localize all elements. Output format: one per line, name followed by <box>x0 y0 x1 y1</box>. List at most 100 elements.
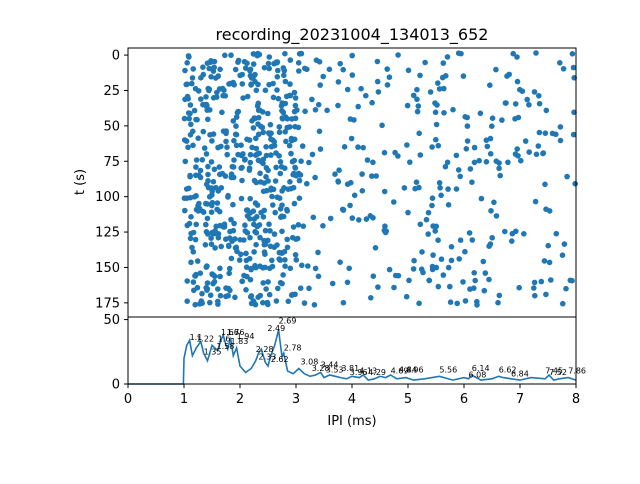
raster-point <box>486 276 492 283</box>
raster-point <box>192 273 199 279</box>
raster-point <box>203 200 209 207</box>
raster-point <box>280 109 287 116</box>
raster-point <box>375 284 381 290</box>
raster-point <box>504 73 510 79</box>
histogram-annotation: 2.62 <box>271 355 289 364</box>
raster-point <box>422 59 428 66</box>
raster-point <box>292 102 299 109</box>
histogram-annotation: 7.45 <box>545 367 563 376</box>
raster-point <box>248 81 254 87</box>
raster-point <box>220 92 226 99</box>
raster-point <box>482 270 489 276</box>
raster-point <box>455 50 462 56</box>
raster-point <box>417 221 424 228</box>
raster-point <box>312 265 319 272</box>
raster-point <box>230 118 237 124</box>
raster-point <box>197 270 204 277</box>
raster-point <box>214 89 220 96</box>
raster-point <box>187 235 194 242</box>
raster-point <box>217 265 223 272</box>
raster-point <box>441 85 447 92</box>
raster-point <box>278 103 285 109</box>
raster-point <box>208 209 215 215</box>
raster-point <box>306 159 312 166</box>
raster-point <box>208 235 214 241</box>
raster-point <box>286 142 293 149</box>
histogram-annotation: 3.81 <box>341 364 359 373</box>
raster-point <box>557 124 564 130</box>
raster-point <box>277 279 284 286</box>
raster-point <box>296 177 303 184</box>
raster-point <box>253 241 259 248</box>
raster-ytick-label: 125 <box>95 226 120 241</box>
raster-point <box>291 89 298 96</box>
raster-point <box>436 180 443 186</box>
histogram-annotation: 5.56 <box>439 365 457 374</box>
raster-point <box>219 170 226 177</box>
raster-point <box>386 266 393 273</box>
raster-point <box>188 259 194 266</box>
raster-point <box>202 242 209 248</box>
histogram-annotation: 6.08 <box>469 371 487 380</box>
raster-point <box>249 144 255 151</box>
raster-point <box>183 81 189 88</box>
raster-point <box>192 236 199 243</box>
raster-point <box>224 144 230 150</box>
raster-point <box>231 82 237 88</box>
raster-point <box>329 280 336 287</box>
raster-point <box>215 298 221 305</box>
raster-point <box>340 299 347 306</box>
raster-point <box>218 243 224 250</box>
raster-point <box>240 95 246 101</box>
raster-point <box>510 50 516 57</box>
raster-point <box>247 151 254 158</box>
raster-point <box>373 173 380 179</box>
raster-point <box>234 248 240 255</box>
raster-point <box>369 173 375 179</box>
raster-point <box>436 86 443 92</box>
raster-point <box>464 114 471 121</box>
raster-point <box>391 199 397 205</box>
raster-point <box>287 57 294 63</box>
histogram-annotation: 4.69 <box>391 367 409 376</box>
raster-point <box>242 65 249 71</box>
raster-point <box>443 73 449 79</box>
raster-point <box>242 222 248 228</box>
raster-point <box>190 249 197 255</box>
raster-point <box>251 249 257 255</box>
raster-point <box>257 234 263 241</box>
raster-point <box>209 229 215 236</box>
raster-point <box>266 291 273 298</box>
raster-point <box>557 60 563 66</box>
raster-point <box>460 279 466 285</box>
raster-point <box>349 215 356 221</box>
raster-point <box>502 228 508 235</box>
histogram-xtick-label: 1 <box>180 392 188 407</box>
raster-point <box>469 237 476 243</box>
raster-point <box>265 279 271 285</box>
histogram-annotation: 1.22 <box>196 335 214 344</box>
raster-point <box>279 228 285 235</box>
raster-point <box>217 66 223 73</box>
raster-point <box>246 137 253 143</box>
raster-point <box>395 153 401 159</box>
histogram-xtick-label: 0 <box>124 392 132 407</box>
raster-point <box>514 78 521 85</box>
raster-point <box>287 81 293 87</box>
raster-point <box>493 213 500 219</box>
raster-point <box>276 129 283 136</box>
raster-point <box>257 170 263 177</box>
histogram-xtick-label: 8 <box>572 392 580 407</box>
raster-point <box>561 241 568 247</box>
raster-point <box>260 129 267 136</box>
raster-point <box>340 206 347 213</box>
histogram-xtick-label: 5 <box>404 392 412 407</box>
raster-point <box>432 109 439 116</box>
raster-point <box>359 171 365 177</box>
raster-point <box>204 60 211 66</box>
raster-point <box>193 172 199 179</box>
histogram-annotation: 6.14 <box>472 364 490 373</box>
raster-point <box>272 209 279 216</box>
raster-point <box>226 270 232 277</box>
